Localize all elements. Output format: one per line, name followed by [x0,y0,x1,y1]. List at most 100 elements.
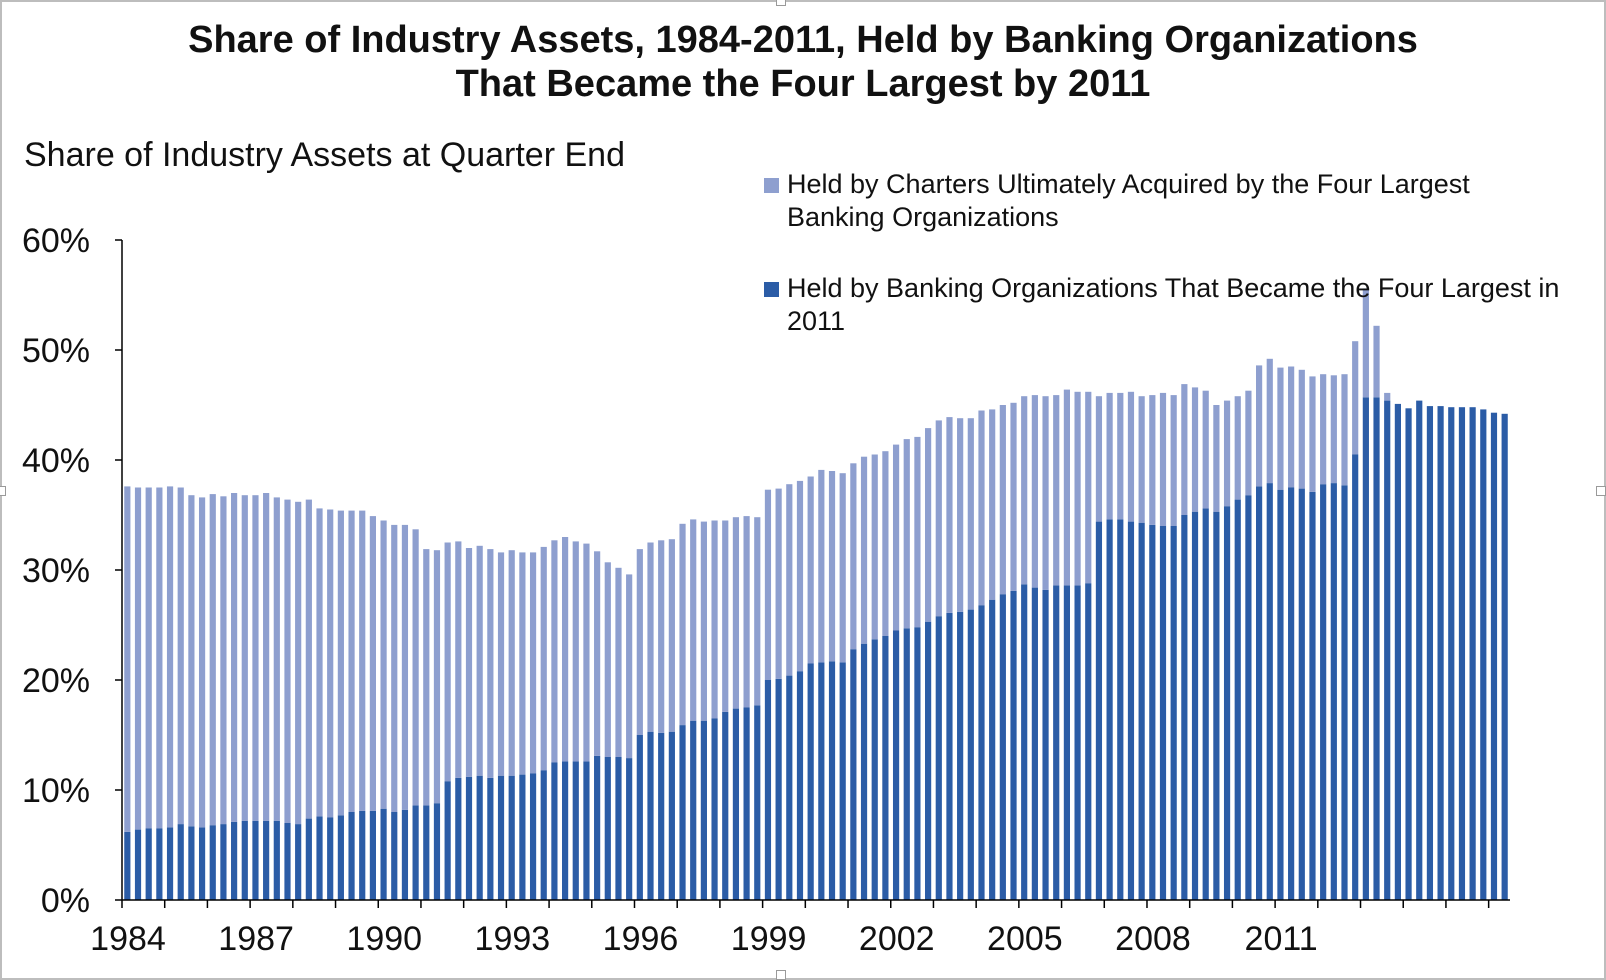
bar-charters [957,418,964,612]
bar-big-four [551,762,558,900]
bar-big-four [198,827,206,900]
legend-label-big-four: Held by Banking Organizations That Becam… [787,273,1560,336]
bar-charters [594,551,601,756]
bar-charters [743,516,750,708]
bar-big-four [519,774,526,900]
bar-charters [263,493,270,821]
bar-big-four [497,775,505,900]
y-tick-label: 50% [22,332,90,370]
bar-charters [273,497,280,821]
bar-big-four [572,761,579,900]
bar-charters [1352,341,1359,455]
bar-charters [1181,384,1188,515]
bar-charters [850,463,857,650]
bar-big-four [604,757,611,900]
bar-charters [156,487,163,829]
bar-big-four [444,781,451,900]
bar-charters [871,454,878,640]
bar-big-four [1341,485,1348,900]
bar-big-four [871,639,878,900]
bar-charters [1330,375,1337,484]
bar-big-four [935,616,942,900]
bar-big-four [967,609,974,900]
x-tick-label: 1987 [218,920,294,958]
bar-big-four [722,711,729,900]
bar-charters [1138,396,1145,523]
bar-charters [807,476,814,664]
bar-charters [892,444,900,631]
bar-big-four [957,611,964,900]
bar-big-four [1309,491,1316,900]
chart-title-line-1: Share of Industry Assets, 1984-2011, Hel… [188,19,1418,61]
bar-big-four [166,827,174,900]
bar-big-four [1149,524,1156,900]
bar-charters [209,494,216,826]
bar-big-four [1330,483,1337,900]
bar-charters [1085,391,1092,584]
bar-charters [1223,400,1231,507]
bar-charters [1063,389,1070,586]
y-tick-label: 20% [22,662,90,700]
bar-big-four [679,725,686,900]
bar-big-four [1234,499,1241,900]
bar-big-four [540,770,547,900]
bar-charters [252,495,259,821]
bar-charters [604,562,611,757]
bar-charters [839,473,846,663]
bar-big-four [1127,521,1135,900]
bar-big-four [1266,483,1273,900]
bar-big-four [1245,495,1252,900]
bar-charters [946,417,953,613]
resize-handle-left[interactable] [0,486,6,496]
bar-charters [220,496,227,825]
bar-charters [369,516,376,811]
bar-big-four [1085,583,1092,900]
bar-charters [1341,374,1348,486]
bar-big-four [295,824,302,900]
bar-big-four [989,599,996,900]
bar-charters [540,546,547,771]
bar-charters [295,501,302,825]
bar-charters [1010,402,1017,591]
bar-charters [1170,395,1177,526]
bar-big-four [978,605,985,900]
bar-charters [529,552,537,774]
bar-charters [487,549,494,778]
bar-big-four [1458,407,1466,900]
bar-charters [465,548,473,777]
bar-charters [1074,391,1081,586]
bar-big-four [732,708,740,900]
bar-charters [711,520,718,719]
bar-big-four [658,732,665,900]
bar-charters [508,550,515,776]
bar-charters [380,520,387,809]
bar-big-four [594,755,601,900]
bar-big-four [327,817,334,900]
bar-charters [423,549,430,806]
bar-charters [818,469,825,663]
bar-big-four [188,826,195,900]
bar-charters [615,567,622,757]
bar-big-four [423,805,430,900]
bar-big-four [455,777,462,900]
bar-big-four [1437,406,1444,900]
bar-charters [1298,369,1305,489]
bar-charters [1042,396,1049,590]
bar-charters [1106,392,1113,520]
bar-big-four [946,612,953,900]
bar-charters [327,509,334,818]
bar-big-four [529,773,537,900]
bar-charters [359,510,366,811]
bar-big-four [711,718,718,900]
bar-charters [1266,358,1273,484]
bar-charters [391,524,398,812]
bar-charters [497,552,505,776]
legend-swatch-charters [764,178,779,193]
bar-charters [572,541,579,762]
bar-charters [754,517,761,706]
bar-big-four [1202,508,1209,900]
resize-handle-top[interactable] [776,0,786,6]
bar-big-four [892,630,900,900]
bar-big-four [177,824,184,900]
bar-big-four [1117,519,1124,900]
